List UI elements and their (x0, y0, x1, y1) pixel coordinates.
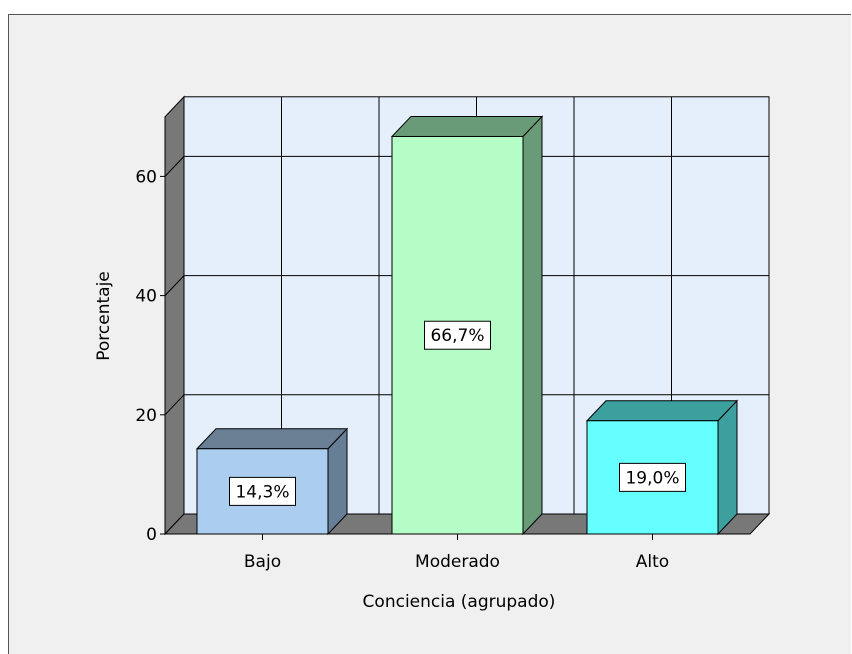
chart-bars: 14,3% 66,7% 19,0% (195, 115, 739, 536)
bar-alto: 19,0% (585, 399, 739, 536)
data-label: 66,7% (430, 326, 484, 346)
x-tick-label: Alto (636, 552, 669, 572)
y-tick-label: 0 (146, 525, 157, 545)
data-label: 19,0% (625, 468, 679, 488)
bar-side (717, 399, 738, 536)
y-axis-title: Porcentaje (94, 271, 114, 361)
x-axis: Bajo Moderado Alto (244, 534, 669, 572)
bar-top (585, 400, 739, 422)
bar-top (390, 115, 544, 137)
y-axis: 0 20 40 60 (135, 167, 165, 545)
left-wall (164, 95, 185, 536)
bar-top (195, 428, 349, 450)
data-label-box (619, 462, 686, 492)
bar-moderado: 66,7% (390, 115, 544, 536)
data-label-box (424, 320, 491, 350)
y-tick-label: 40 (135, 287, 157, 307)
gridline-side (164, 275, 185, 296)
y-tick-label: 60 (135, 167, 157, 187)
gridline-side (164, 394, 185, 416)
bar-bajo: 14,3% (195, 427, 349, 536)
bar-side (522, 115, 543, 536)
y-tick-label: 20 (135, 406, 157, 426)
x-tick-label: Moderado (415, 552, 500, 572)
x-tick-label: Bajo (244, 552, 281, 572)
data-label-box (229, 476, 296, 506)
x-axis-title: Conciencia (agrupado) (363, 592, 556, 612)
data-label: 14,3% (235, 482, 289, 502)
gridline-side (164, 156, 185, 177)
